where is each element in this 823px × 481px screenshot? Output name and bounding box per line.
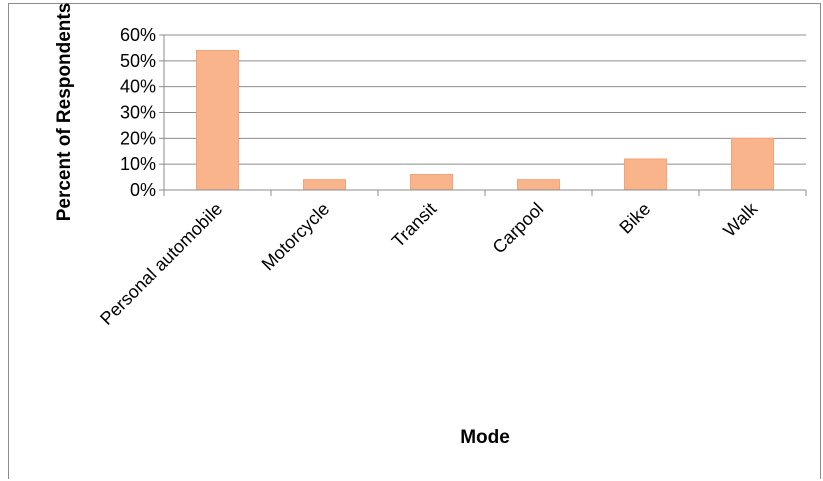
gridlines xyxy=(159,34,806,191)
bar-walk xyxy=(731,137,774,191)
y-tick-label: 50% xyxy=(120,51,156,71)
x-tick-label: Transit xyxy=(388,199,441,252)
y-tick-label: 60% xyxy=(120,25,156,45)
x-tick-labels: Personal automobile Motorcycle Transit Carp… xyxy=(96,198,762,329)
x-tick-label: Motorcycle xyxy=(258,199,334,275)
bar-carpool xyxy=(517,179,560,191)
chart-frame xyxy=(8,3,821,479)
x-tick-label: Bike xyxy=(615,199,654,238)
axes xyxy=(163,35,807,196)
y-tick-label: 10% xyxy=(120,154,156,174)
bar-motorcycle xyxy=(303,179,346,191)
bars xyxy=(196,50,774,191)
x-tick-label: Carpool xyxy=(489,199,548,258)
y-tick-label: 30% xyxy=(120,103,156,123)
bar-personal-automobile xyxy=(196,50,239,191)
bar-transit xyxy=(410,174,453,191)
y-tick-label: 40% xyxy=(120,77,156,97)
y-tick-label: 0% xyxy=(130,180,156,200)
bar-bike xyxy=(624,158,667,191)
y-tick-labels: 0% 10% 20% 30% 40% 50% 60% xyxy=(120,25,156,200)
x-axis-title: Mode xyxy=(460,427,510,448)
y-axis-title: Percent of Respondents xyxy=(54,3,75,222)
x-tick-label: Personal automobile xyxy=(96,199,226,329)
y-tick-label: 20% xyxy=(120,128,156,148)
x-tick-label: Walk xyxy=(719,198,762,241)
